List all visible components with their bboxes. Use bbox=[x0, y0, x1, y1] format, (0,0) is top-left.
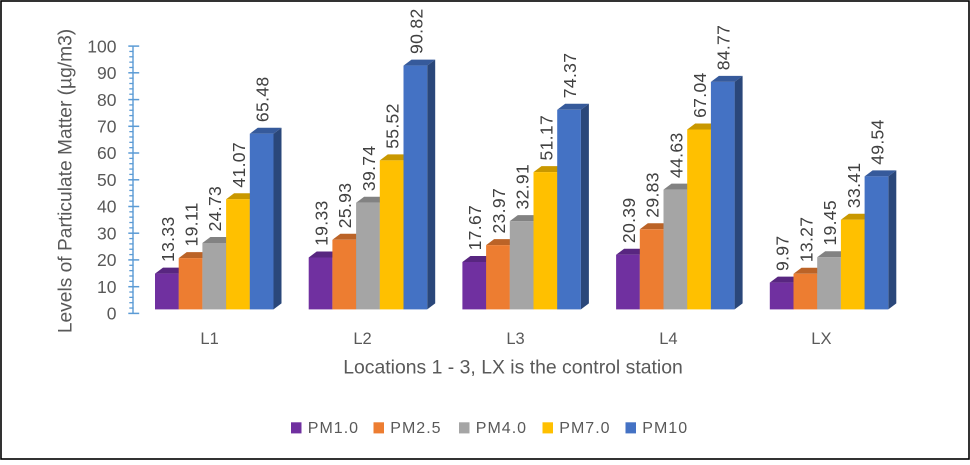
svg-text:90: 90 bbox=[97, 63, 117, 83]
svg-text:25.93: 25.93 bbox=[335, 183, 355, 229]
svg-text:39.74: 39.74 bbox=[359, 146, 379, 192]
svg-text:29.83: 29.83 bbox=[643, 172, 663, 218]
svg-text:19.45: 19.45 bbox=[820, 200, 840, 246]
svg-text:20: 20 bbox=[97, 250, 117, 270]
svg-text:33.41: 33.41 bbox=[844, 163, 864, 209]
svg-text:90.82: 90.82 bbox=[406, 8, 426, 54]
svg-text:24.73: 24.73 bbox=[205, 186, 225, 232]
svg-text:10: 10 bbox=[97, 277, 117, 297]
svg-text:PM4.0: PM4.0 bbox=[476, 420, 527, 437]
svg-text:L2: L2 bbox=[353, 330, 371, 348]
svg-text:LX: LX bbox=[811, 330, 831, 348]
svg-text:32.91: 32.91 bbox=[513, 164, 533, 210]
svg-text:51.17: 51.17 bbox=[536, 115, 556, 161]
svg-text:20.39: 20.39 bbox=[619, 198, 639, 244]
svg-text:PM2.5: PM2.5 bbox=[390, 420, 441, 437]
svg-text:0: 0 bbox=[107, 304, 117, 324]
svg-text:19.11: 19.11 bbox=[182, 202, 202, 246]
svg-text:44.63: 44.63 bbox=[666, 132, 686, 178]
svg-text:L1: L1 bbox=[200, 330, 218, 348]
svg-text:74.37: 74.37 bbox=[560, 53, 580, 99]
svg-text:50: 50 bbox=[97, 170, 117, 190]
svg-text:41.07: 41.07 bbox=[229, 142, 249, 188]
svg-text:30: 30 bbox=[97, 223, 117, 243]
svg-text:84.77: 84.77 bbox=[714, 25, 734, 71]
svg-text:13.27: 13.27 bbox=[796, 217, 816, 263]
svg-text:13.33: 13.33 bbox=[158, 216, 178, 262]
svg-text:Levels of Particulate Matter (: Levels of Particulate Matter (µg/m3) bbox=[56, 29, 77, 333]
svg-text:67.04: 67.04 bbox=[690, 72, 710, 118]
svg-text:17.67: 17.67 bbox=[465, 205, 485, 251]
svg-text:49.54: 49.54 bbox=[867, 119, 887, 165]
svg-text:PM7.0: PM7.0 bbox=[559, 420, 610, 437]
svg-text:L3: L3 bbox=[506, 330, 524, 348]
svg-text:55.52: 55.52 bbox=[383, 103, 403, 149]
svg-text:40: 40 bbox=[97, 197, 117, 217]
svg-text:100: 100 bbox=[87, 36, 116, 56]
svg-text:23.97: 23.97 bbox=[489, 188, 509, 234]
svg-text:9.97: 9.97 bbox=[773, 236, 793, 271]
svg-text:Locations 1 - 3, LX is the con: Locations 1 - 3, LX is the control stati… bbox=[343, 357, 683, 379]
svg-text:PM1.0: PM1.0 bbox=[308, 420, 359, 437]
svg-text:19.33: 19.33 bbox=[312, 200, 332, 246]
svg-text:PM10: PM10 bbox=[642, 420, 688, 437]
svg-text:70: 70 bbox=[97, 117, 117, 137]
svg-text:L4: L4 bbox=[659, 330, 677, 348]
svg-text:60: 60 bbox=[97, 143, 117, 163]
svg-text:65.48: 65.48 bbox=[253, 77, 273, 123]
svg-text:80: 80 bbox=[97, 90, 117, 110]
